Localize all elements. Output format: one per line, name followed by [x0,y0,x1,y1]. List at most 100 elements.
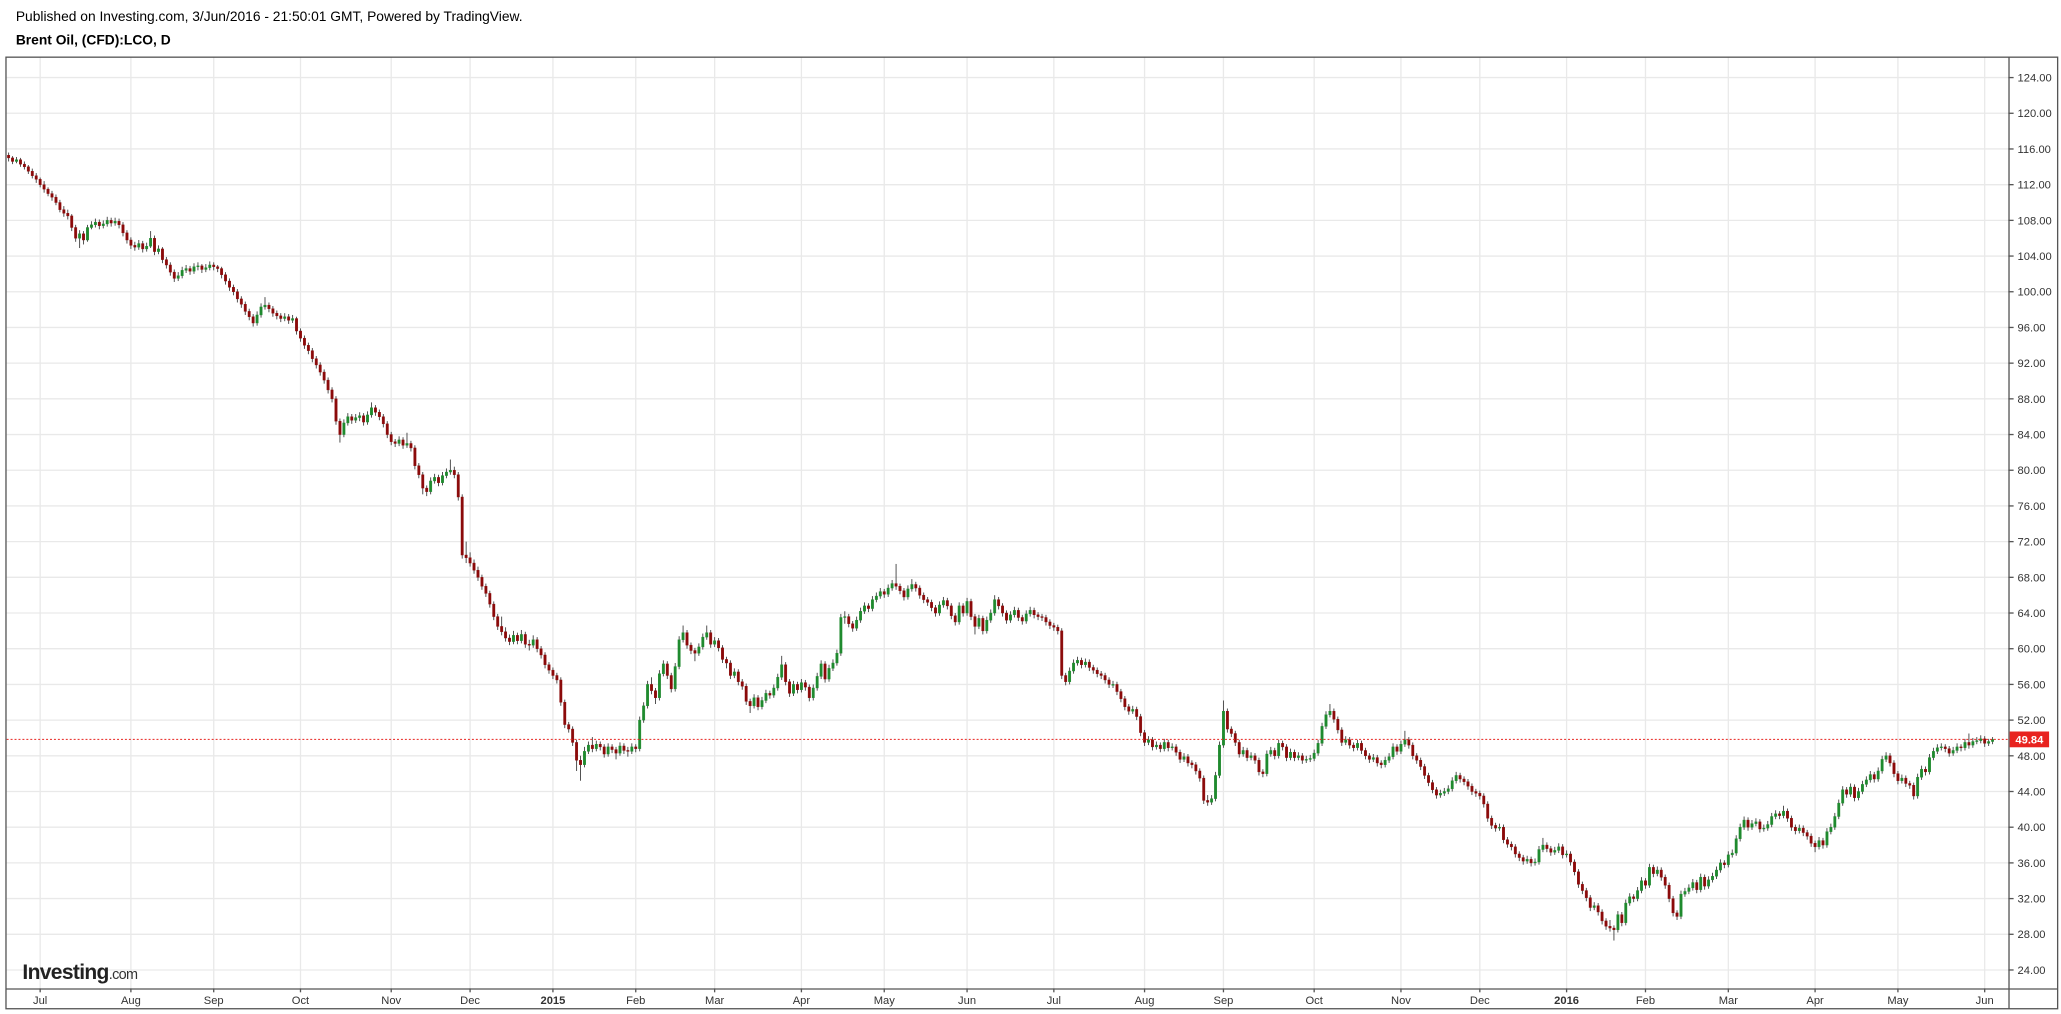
candle-body [22,163,26,168]
candle-body [1308,758,1312,760]
candle-body [1194,764,1198,772]
candle-body [997,599,1001,607]
candle-body [1628,896,1632,904]
candle-body [42,184,46,190]
candle-body [874,595,878,600]
candle-body [910,584,914,590]
candle-body [1364,750,1367,757]
candle-body [1367,755,1371,760]
candle-body [1983,738,1987,744]
candle-body [760,700,764,707]
candle-body [1766,824,1770,829]
candle-body [661,663,665,674]
candle-body [1344,739,1348,743]
candle-body [922,594,926,600]
y-tick-label: 56.00 [2018,679,2046,691]
candle-body [259,306,263,316]
y-tick-label: 52.00 [2018,715,2046,727]
candle-body [1892,762,1896,774]
candle-body [374,407,377,413]
candle-body [1908,783,1912,786]
x-tick-label: Apr [1806,995,1824,1007]
candle-body [1462,778,1466,782]
candle-body [1951,750,1955,754]
candle-body [11,157,14,162]
candle-body [1640,880,1643,891]
candle-body [1939,746,1943,749]
candle-body [1837,802,1841,817]
candle-body [1162,742,1166,749]
candle-body [685,632,689,646]
candle-body [583,751,586,765]
candle-body [945,600,949,607]
x-tick-label: Nov [1391,995,1411,1007]
candles [6,152,2009,941]
candle-body [1245,750,1249,758]
candle-body [476,569,480,578]
candle-body [701,636,705,648]
candle-body [82,233,85,241]
candle-body [1730,852,1734,856]
y-tick-label: 60.00 [2018,644,2046,656]
candle-body [1900,777,1904,781]
candle-body [1091,667,1095,671]
candle-body [1151,739,1154,748]
x-tick-label: Aug [1135,995,1155,1007]
x-tick-label: Dec [460,995,480,1007]
x-tick-label: Jul [1047,995,1061,1007]
candle-body [113,221,117,224]
candle-body [638,719,642,749]
candle-body [1632,896,1636,899]
candle-body [965,601,969,614]
candle-body [1154,744,1158,748]
candle-body [1281,743,1285,748]
candle-body [338,420,342,435]
candle-body [401,439,405,446]
candle-body [58,202,62,210]
candle-body [176,275,180,279]
candle-body [1683,891,1687,895]
candle-body [969,601,973,617]
candle-body [1754,821,1758,824]
candle-body [1715,869,1718,877]
candle-body [776,677,780,689]
candle-body [547,664,551,671]
candle-body [815,676,819,689]
y-tick-label: 36.00 [2018,858,2046,870]
candle-body [527,644,531,646]
candle-body [184,268,188,271]
candle-body [161,248,164,260]
candle-body [752,697,756,707]
candle-body [220,268,224,275]
candle-body [606,746,610,755]
candle-body [575,742,579,761]
candle-body [1774,813,1778,817]
candle-body [1324,714,1328,727]
candle-body [618,745,622,754]
candle-body [1442,791,1446,794]
candle-body [66,213,70,217]
candle-body [1048,621,1052,626]
candle-body [251,316,255,324]
candle-body [109,220,113,224]
candle-body [1612,927,1616,931]
y-tick-label: 80.00 [2018,465,2046,477]
candle-body [62,209,66,214]
candle-body [1182,756,1186,760]
y-tick-label: 104.00 [2018,251,2052,263]
candle-body [906,588,910,598]
candle-body [141,243,145,250]
candle-body [1237,742,1241,755]
candle-body [650,684,653,691]
candle-body [1573,861,1576,873]
candle-body [839,617,843,654]
candle-body [555,675,559,681]
candle-body [1943,746,1947,749]
x-tick-label: Jun [1976,995,1994,1007]
candle-body [208,264,212,268]
candle-body [1719,862,1722,871]
candle-body [1466,781,1470,787]
candle-body [263,304,267,308]
candle-body [1537,849,1541,863]
candle-body [46,188,50,194]
